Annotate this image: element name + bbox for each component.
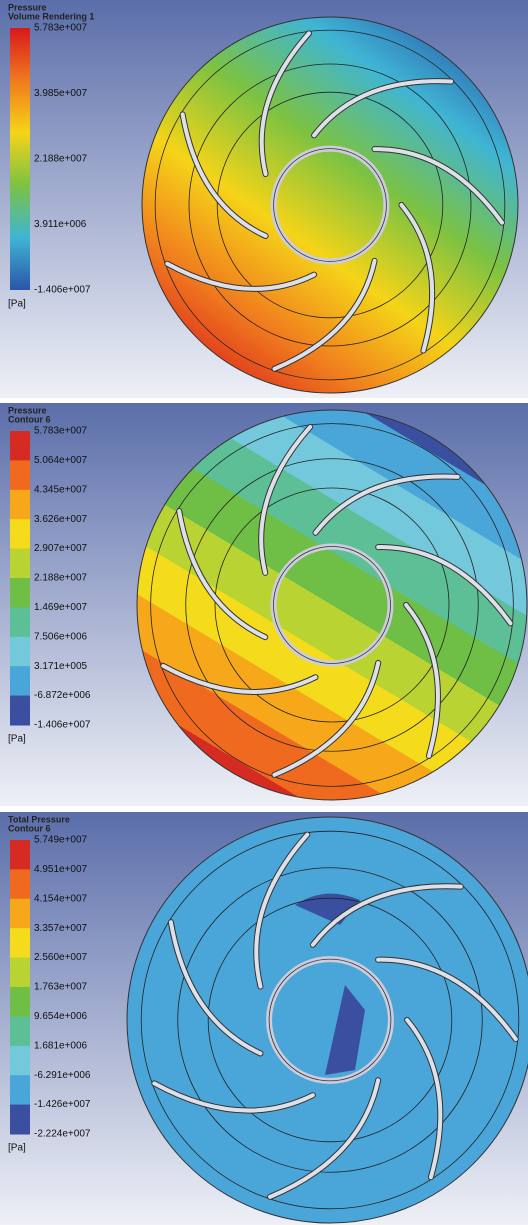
color-band bbox=[10, 1075, 30, 1105]
legend-unit: [Pa] bbox=[8, 1143, 26, 1154]
legend-label: 5.749e+007 bbox=[34, 835, 88, 846]
legend-label: 5.783e+007 bbox=[34, 23, 88, 34]
color-band bbox=[10, 578, 30, 608]
legend-label: -2.224e+007 bbox=[34, 1129, 91, 1140]
color-band bbox=[10, 460, 30, 490]
legend-label: 3.911e+006 bbox=[34, 219, 87, 230]
legend-label: 9.654e+006 bbox=[34, 1011, 88, 1022]
legend-label: 5.064e+007 bbox=[34, 455, 88, 466]
legend-label: 4.345e+007 bbox=[34, 484, 88, 495]
color-band bbox=[10, 928, 30, 958]
legend-label: 1.469e+007 bbox=[34, 602, 88, 613]
color-band bbox=[10, 899, 30, 929]
legend-unit: [Pa] bbox=[8, 734, 26, 745]
color-band bbox=[10, 666, 30, 696]
color-band bbox=[10, 840, 30, 870]
legend-label: 2.188e+007 bbox=[34, 154, 88, 165]
color-band bbox=[10, 1016, 30, 1046]
legend-label: 4.154e+007 bbox=[34, 893, 88, 904]
color-band bbox=[10, 519, 30, 549]
legend-label: 1.681e+006 bbox=[34, 1040, 88, 1051]
legend-label: 3.985e+007 bbox=[34, 88, 88, 99]
legend-label: 5.783e+007 bbox=[34, 426, 88, 437]
legend-label: 1.763e+007 bbox=[34, 982, 88, 993]
legend-label: 7.506e+006 bbox=[34, 631, 88, 642]
legend-label: -6.872e+006 bbox=[34, 690, 91, 701]
legend-label: 2.907e+007 bbox=[34, 543, 88, 554]
legend-label: -1.406e+007 bbox=[34, 285, 91, 296]
legend-label: -1.406e+007 bbox=[34, 720, 91, 731]
legend-unit: [Pa] bbox=[8, 299, 26, 310]
legend-label: 3.626e+007 bbox=[34, 514, 88, 525]
color-band bbox=[10, 958, 30, 988]
legend-label: 3.357e+007 bbox=[34, 923, 88, 934]
legend-label: 2.560e+007 bbox=[34, 952, 88, 963]
color-bar bbox=[10, 28, 30, 290]
legend-subtitle: Volume Rendering 1 bbox=[8, 11, 94, 21]
color-band bbox=[10, 549, 30, 579]
color-band bbox=[10, 696, 30, 726]
color-band bbox=[10, 1046, 30, 1076]
page: PressureVolume Rendering 15.783e+0073.98… bbox=[0, 0, 528, 1225]
legend-label: -6.291e+006 bbox=[34, 1070, 91, 1081]
color-band bbox=[10, 637, 30, 667]
color-band bbox=[10, 1105, 30, 1135]
color-band bbox=[10, 987, 30, 1017]
legend-subtitle: Contour 6 bbox=[8, 823, 51, 833]
color-band bbox=[10, 607, 30, 637]
legend-label: -1.426e+007 bbox=[34, 1099, 91, 1110]
legend-label: 4.951e+007 bbox=[34, 864, 88, 875]
color-band bbox=[10, 869, 30, 899]
color-band bbox=[10, 431, 30, 461]
legend-subtitle: Contour 6 bbox=[8, 414, 51, 424]
legend-label: 3.171e+005 bbox=[34, 661, 88, 672]
color-band bbox=[10, 490, 30, 520]
legend-label: 2.188e+007 bbox=[34, 573, 88, 584]
